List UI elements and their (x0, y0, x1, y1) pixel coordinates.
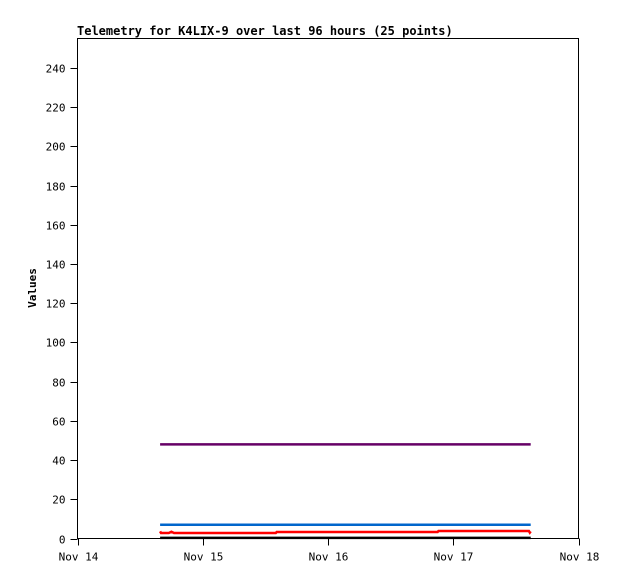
y-axis-label: Values (26, 268, 39, 308)
plot-frame (77, 38, 579, 539)
x-tick-label: Nov 17 (434, 551, 474, 564)
y-tick-label: 60 (52, 416, 65, 429)
chart-title: Telemetry for K4LIX-9 over last 96 hours… (77, 24, 453, 38)
y-tick-label: 20 (52, 494, 65, 507)
y-tick-label: 240 (46, 63, 66, 76)
y-tick-label: 220 (46, 102, 66, 115)
y-tick-label: 100 (46, 337, 66, 350)
x-tick-label: Nov 16 (309, 551, 349, 564)
x-tick-label: Nov 18 (560, 551, 600, 564)
y-tick-label: 180 (46, 181, 66, 194)
y-tick-label: 0 (59, 534, 66, 547)
y-tick-label: 200 (46, 141, 66, 154)
y-tick-label: 40 (52, 455, 65, 468)
x-tick-label: Nov 15 (184, 551, 224, 564)
y-tick-label: 140 (46, 259, 66, 272)
series-line-2 (159, 529, 532, 535)
x-tick-label: Nov 14 (59, 551, 99, 564)
y-tick-label: 160 (46, 220, 66, 233)
y-tick-label: 80 (52, 377, 65, 390)
y-tick-label: 120 (46, 298, 66, 311)
